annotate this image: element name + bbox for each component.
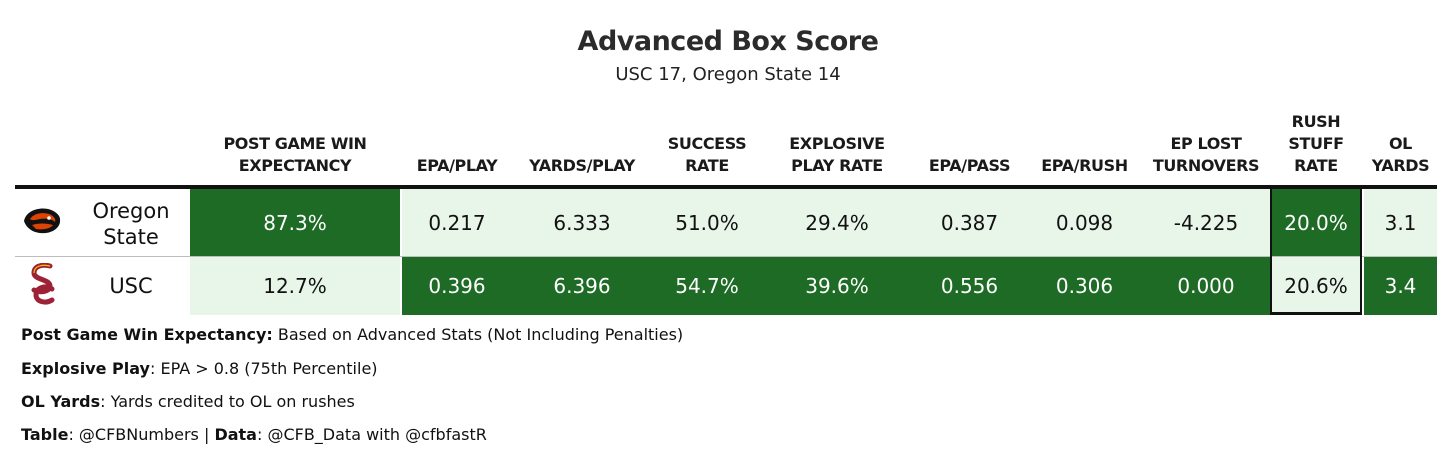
header-win-expectancy: POST GAME WIN EXPECTANCY — [223, 134, 367, 175]
header-success-rate: SUCCESS RATE — [667, 134, 747, 175]
cell-usc-ol-yards: 3.4 — [1364, 257, 1437, 315]
cell-osu-ol-yards: 3.1 — [1364, 189, 1437, 256]
cell-osu-rush-stuff-rate: 20.0% — [1270, 189, 1362, 256]
cell-osu-epa-rush: 0.098 — [1027, 189, 1142, 256]
header-ep-lost-turnovers: EP LOST TURNOVERS — [1152, 134, 1260, 175]
footnote-ol-yards: OL Yards: Yards credited to OL on rushes — [21, 392, 355, 411]
cell-osu-yards-play: 6.333 — [512, 189, 652, 256]
cell-osu-win-expectancy: 87.3% — [190, 189, 400, 256]
header-ol-yards: OL YARDS — [1371, 134, 1430, 175]
cell-osu-explosive-play-rate: 29.4% — [762, 189, 912, 256]
cell-osu-success-rate: 51.0% — [652, 189, 762, 256]
cell-usc-epa-play: 0.396 — [402, 257, 512, 315]
table-top-rule — [15, 185, 1437, 189]
header-yards-play: YARDS/PLAY — [529, 156, 635, 175]
header-epa-play: EPA/PLAY — [416, 156, 498, 175]
cell-usc-rush-stuff-rate: 20.6% — [1270, 257, 1362, 315]
footnote-explosive-play: Explosive Play: EPA > 0.8 (75th Percenti… — [21, 359, 378, 378]
cell-usc-epa-pass: 0.556 — [912, 257, 1027, 315]
cell-usc-win-expectancy: 12.7% — [190, 257, 400, 315]
cell-osu-epa-pass: 0.387 — [912, 189, 1027, 256]
cell-usc-success-rate: 54.7% — [652, 257, 762, 315]
cell-osu-ep-lost-turnovers: -4.225 — [1142, 189, 1270, 256]
cell-usc-yards-play: 6.396 — [512, 257, 652, 315]
header-epa-pass: EPA/PASS — [928, 156, 1011, 175]
header-rush-stuff-rate: RUSH STUFF RATE — [1288, 112, 1344, 175]
footnote-credits: Table: @CFBNumbers | Data: @CFB_Data wit… — [21, 425, 487, 444]
header-explosive-play-rate: EXPLOSIVE PLAY RATE — [789, 134, 885, 175]
cell-usc-epa-rush: 0.306 — [1027, 257, 1142, 315]
row-divider — [15, 256, 1437, 257]
header-epa-rush: EPA/RUSH — [1041, 156, 1128, 175]
cell-usc-ep-lost-turnovers: 0.000 — [1142, 257, 1270, 315]
table-title: Advanced Box Score — [577, 26, 879, 57]
cell-osu-epa-play: 0.217 — [402, 189, 512, 256]
sc-interlock-logo-icon — [28, 262, 58, 310]
team-name-oregon-state: Oregon State — [92, 199, 170, 249]
team-name-usc: USC — [109, 274, 153, 298]
cell-usc-explosive-play-rate: 39.6% — [762, 257, 912, 315]
table-subtitle: USC 17, Oregon State 14 — [615, 64, 841, 85]
beaver-logo-icon — [22, 205, 62, 242]
footnote-win-expectancy: Post Game Win Expectancy: Based on Advan… — [21, 325, 684, 344]
